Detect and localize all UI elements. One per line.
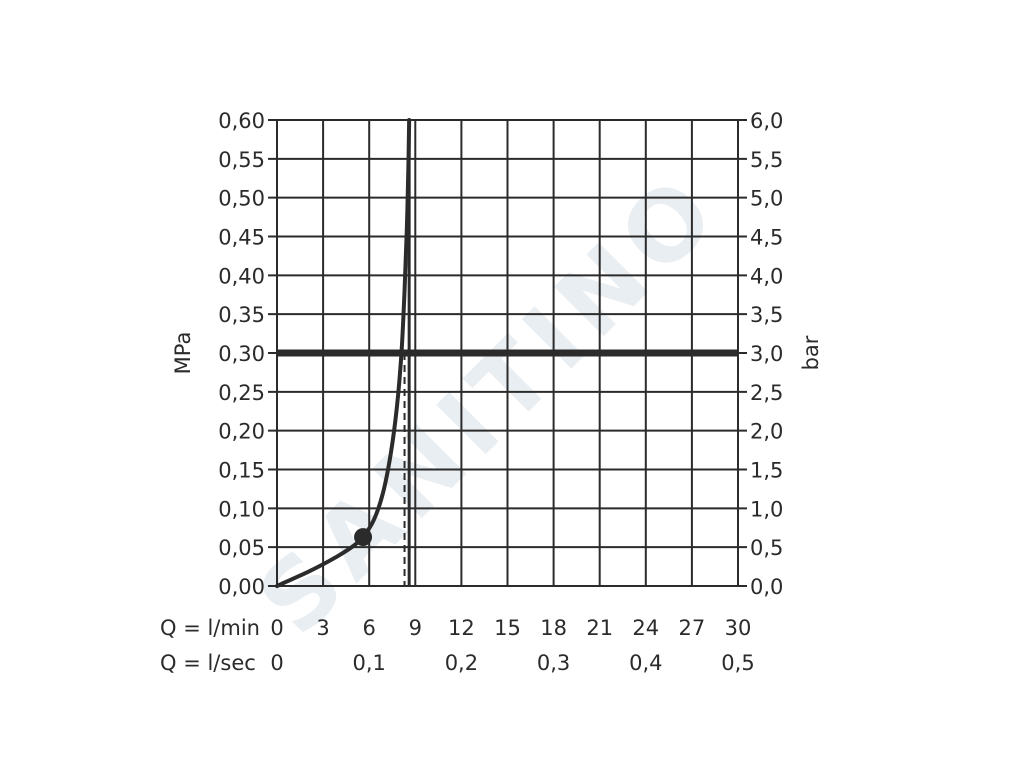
x-lsec-tick-label: 0,5 — [721, 651, 754, 675]
y-right-axis-title: bar — [799, 335, 823, 370]
watermark-text: SANITINO — [237, 151, 742, 656]
y-right-tick-labels: 0,0 0,5 1,0 1,5 2,0 2,5 3,0 3,5 4,0 4,5 5,0 5,5 6,0 — [750, 109, 783, 599]
y-left-tick-label: 0,60 — [218, 109, 265, 133]
x-lmin-tick-label: 9 — [409, 616, 422, 640]
y-left-tick-label: 0,05 — [218, 536, 265, 560]
x-lsec-tick-label: 0,3 — [537, 651, 570, 675]
operating-point-marker — [354, 528, 373, 547]
x-lsec-axis-title: Q = l/sec — [160, 651, 256, 675]
y-right-tick-label: 3,0 — [750, 342, 783, 366]
x-lmin-tick-label: 24 — [632, 616, 659, 640]
y-right-tick-label: 0,5 — [750, 536, 783, 560]
y-left-axis-title: MPa — [171, 332, 195, 375]
x-lmin-tick-label: 6 — [363, 616, 376, 640]
x-lmin-tick-label: 27 — [679, 616, 706, 640]
x-lmin-tick-label: 15 — [494, 616, 521, 640]
x-lmin-tick-label: 12 — [448, 616, 475, 640]
y-right-tick-label: 2,5 — [750, 381, 783, 405]
y-left-tick-label: 0,40 — [218, 264, 265, 288]
x-lmin-tick-label: 18 — [540, 616, 567, 640]
y-left-tick-label: 0,20 — [218, 420, 265, 444]
x-lmin-tick-labels: 0 3 6 9 12 15 18 21 24 27 30 — [270, 616, 751, 640]
x-lmin-axis-title: Q = l/min — [160, 616, 260, 640]
x-lmin-tick-label: 21 — [586, 616, 613, 640]
y-right-tick-label: 6,0 — [750, 109, 783, 133]
series-line — [275, 118, 412, 588]
y-left-tick-label: 0,50 — [218, 187, 265, 211]
y-left-tick-label: 0,45 — [218, 226, 265, 250]
x-lmin-tick-label: 0 — [270, 616, 283, 640]
x-lsec-tick-labels: 0 0,1 0,2 0,3 0,4 0,5 — [270, 651, 754, 675]
y-right-tick-label: 1,0 — [750, 497, 783, 521]
x-lsec-tick-label: 0,2 — [445, 651, 478, 675]
y-left-tick-label: 0,15 — [218, 459, 265, 483]
y-left-tick-label: 0,30 — [218, 342, 265, 366]
x-lsec-tick-label: 0,1 — [352, 651, 385, 675]
y-right-tick-label: 0,0 — [750, 575, 783, 599]
x-lmin-tick-label: 3 — [316, 616, 329, 640]
series-group — [275, 118, 412, 588]
x-lmin-tick-label: 30 — [725, 616, 752, 640]
y-left-tick-labels: 0,00 0,05 0,10 0,15 0,20 0,25 0,30 0,35 0,40 0,45… — [218, 109, 265, 599]
y-left-tick-label: 0,55 — [218, 148, 265, 172]
y-left-tick-label: 0,25 — [218, 381, 265, 405]
y-right-tick-label: 5,0 — [750, 187, 783, 211]
x-lsec-tick-label: 0,4 — [629, 651, 662, 675]
y-left-tick-label: 0,10 — [218, 497, 265, 521]
y-right-tick-label: 5,5 — [750, 148, 783, 172]
y-right-tick-label: 2,0 — [750, 420, 783, 444]
y-right-tick-label: 4,5 — [750, 226, 783, 250]
x-lsec-tick-label: 0 — [270, 651, 283, 675]
y-right-tick-label: 3,5 — [750, 303, 783, 327]
y-right-tick-label: 4,0 — [750, 264, 783, 288]
y-right-tick-label: 1,5 — [750, 459, 783, 483]
y-left-tick-label: 0,35 — [218, 303, 265, 327]
y-left-tick-label: 0,00 — [218, 575, 265, 599]
